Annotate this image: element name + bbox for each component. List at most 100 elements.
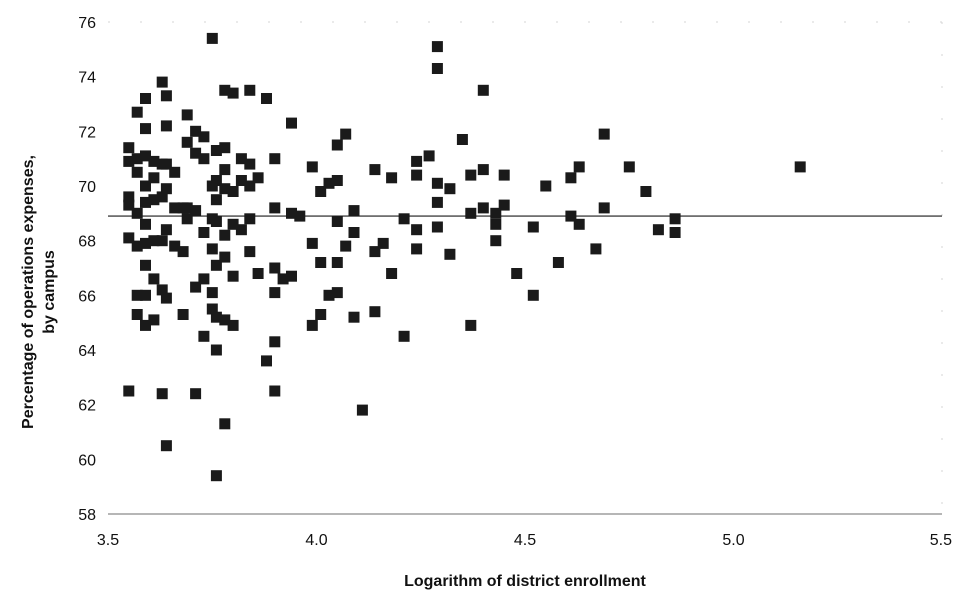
data-point-21 <box>140 289 151 301</box>
data-point-178 <box>669 213 681 225</box>
data-point-150 <box>444 248 456 260</box>
data-point-1 <box>123 155 135 167</box>
data-point-32 <box>156 235 168 247</box>
data-point-33 <box>156 284 168 296</box>
y-tick-label-72: 72 <box>78 124 96 141</box>
data-point-41 <box>160 440 172 452</box>
data-point-133 <box>369 306 381 318</box>
data-point-89 <box>235 153 247 165</box>
data-point-7 <box>131 153 143 165</box>
data-point-19 <box>140 237 151 249</box>
y-axis-title: Percentage of operations expenses, by ca… <box>20 155 58 429</box>
data-point-154 <box>465 319 477 331</box>
data-point-173 <box>598 128 610 140</box>
data-point-157 <box>477 202 489 214</box>
data-point-100 <box>261 355 272 367</box>
data-point-57 <box>198 131 210 143</box>
data-point-161 <box>498 169 510 181</box>
data-point-12 <box>131 309 143 320</box>
data-point-29 <box>156 76 168 88</box>
data-point-3 <box>123 199 135 211</box>
data-point-177 <box>652 224 664 236</box>
data-point-46 <box>177 246 189 258</box>
data-point-2 <box>123 191 135 203</box>
data-point-121 <box>331 175 343 186</box>
data-point-152 <box>465 169 477 181</box>
data-point-176 <box>640 186 652 197</box>
data-point-38 <box>160 183 172 195</box>
data-point-22 <box>140 319 151 331</box>
data-point-92 <box>244 84 256 96</box>
data-point-159 <box>490 218 502 230</box>
y-axis-title-line-2: by campus <box>41 250 58 334</box>
x-tick-label-5.0: 5.0 <box>722 532 744 549</box>
data-point-172 <box>590 243 602 255</box>
x-tick-label-5.5: 5.5 <box>930 532 952 549</box>
data-point-151 <box>456 134 468 145</box>
data-point-141 <box>411 224 423 236</box>
data-point-174 <box>598 202 610 214</box>
data-point-13 <box>140 93 151 104</box>
data-point-20 <box>140 259 151 271</box>
data-point-171 <box>573 218 585 230</box>
data-point-105 <box>269 336 281 348</box>
data-point-59 <box>198 227 210 238</box>
data-point-169 <box>565 210 577 222</box>
data-point-90 <box>235 175 247 186</box>
data-point-102 <box>269 202 281 214</box>
data-point-80 <box>219 229 231 241</box>
x-tick-label-4.0: 4.0 <box>305 532 327 549</box>
data-point-9 <box>131 207 143 219</box>
data-point-110 <box>286 270 297 282</box>
data-point-68 <box>210 145 222 156</box>
data-point-10 <box>131 240 143 252</box>
data-point-147 <box>431 196 443 208</box>
data-point-112 <box>306 161 318 173</box>
data-point-43 <box>169 202 181 214</box>
data-point-42 <box>169 166 181 178</box>
data-point-61 <box>198 330 210 342</box>
data-point-130 <box>356 404 368 416</box>
data-point-144 <box>431 41 443 53</box>
data-point-5 <box>123 385 135 397</box>
data-point-127 <box>348 205 360 217</box>
data-point-52 <box>190 125 202 137</box>
data-point-47 <box>177 309 189 320</box>
data-point-149 <box>444 183 456 195</box>
data-point-86 <box>227 218 239 230</box>
data-point-115 <box>315 186 327 197</box>
data-point-24 <box>148 172 160 184</box>
data-point-28 <box>148 314 160 326</box>
data-point-69 <box>210 175 222 186</box>
data-point-77 <box>219 142 231 154</box>
y-tick-label-66: 66 <box>78 288 96 305</box>
data-point-39 <box>160 224 172 236</box>
data-point-74 <box>210 344 222 356</box>
data-point-120 <box>331 139 343 151</box>
data-point-60 <box>198 273 210 285</box>
data-point-18 <box>140 218 151 230</box>
y-axis-title-line-1: Percentage of operations expenses, <box>20 155 37 429</box>
data-point-116 <box>315 257 327 268</box>
data-point-88 <box>227 319 239 331</box>
data-point-76 <box>219 84 231 96</box>
data-point-132 <box>369 246 381 258</box>
y-tick-label-64: 64 <box>78 343 96 360</box>
data-point-148 <box>431 221 443 233</box>
data-point-6 <box>131 106 143 118</box>
data-point-104 <box>269 287 281 299</box>
data-points <box>123 32 806 482</box>
data-point-158 <box>490 207 502 219</box>
y-tick-label-70: 70 <box>78 179 96 196</box>
data-point-95 <box>244 213 256 225</box>
data-point-162 <box>498 199 510 211</box>
data-point-107 <box>277 273 289 285</box>
data-point-142 <box>411 243 423 255</box>
data-point-78 <box>219 164 231 176</box>
data-point-137 <box>398 213 410 225</box>
data-point-66 <box>206 287 218 299</box>
data-point-114 <box>306 319 318 331</box>
x-axis-tick-labels: 3.5 4.0 4.5 5.0 5.5 <box>97 532 952 549</box>
data-point-140 <box>411 169 423 181</box>
